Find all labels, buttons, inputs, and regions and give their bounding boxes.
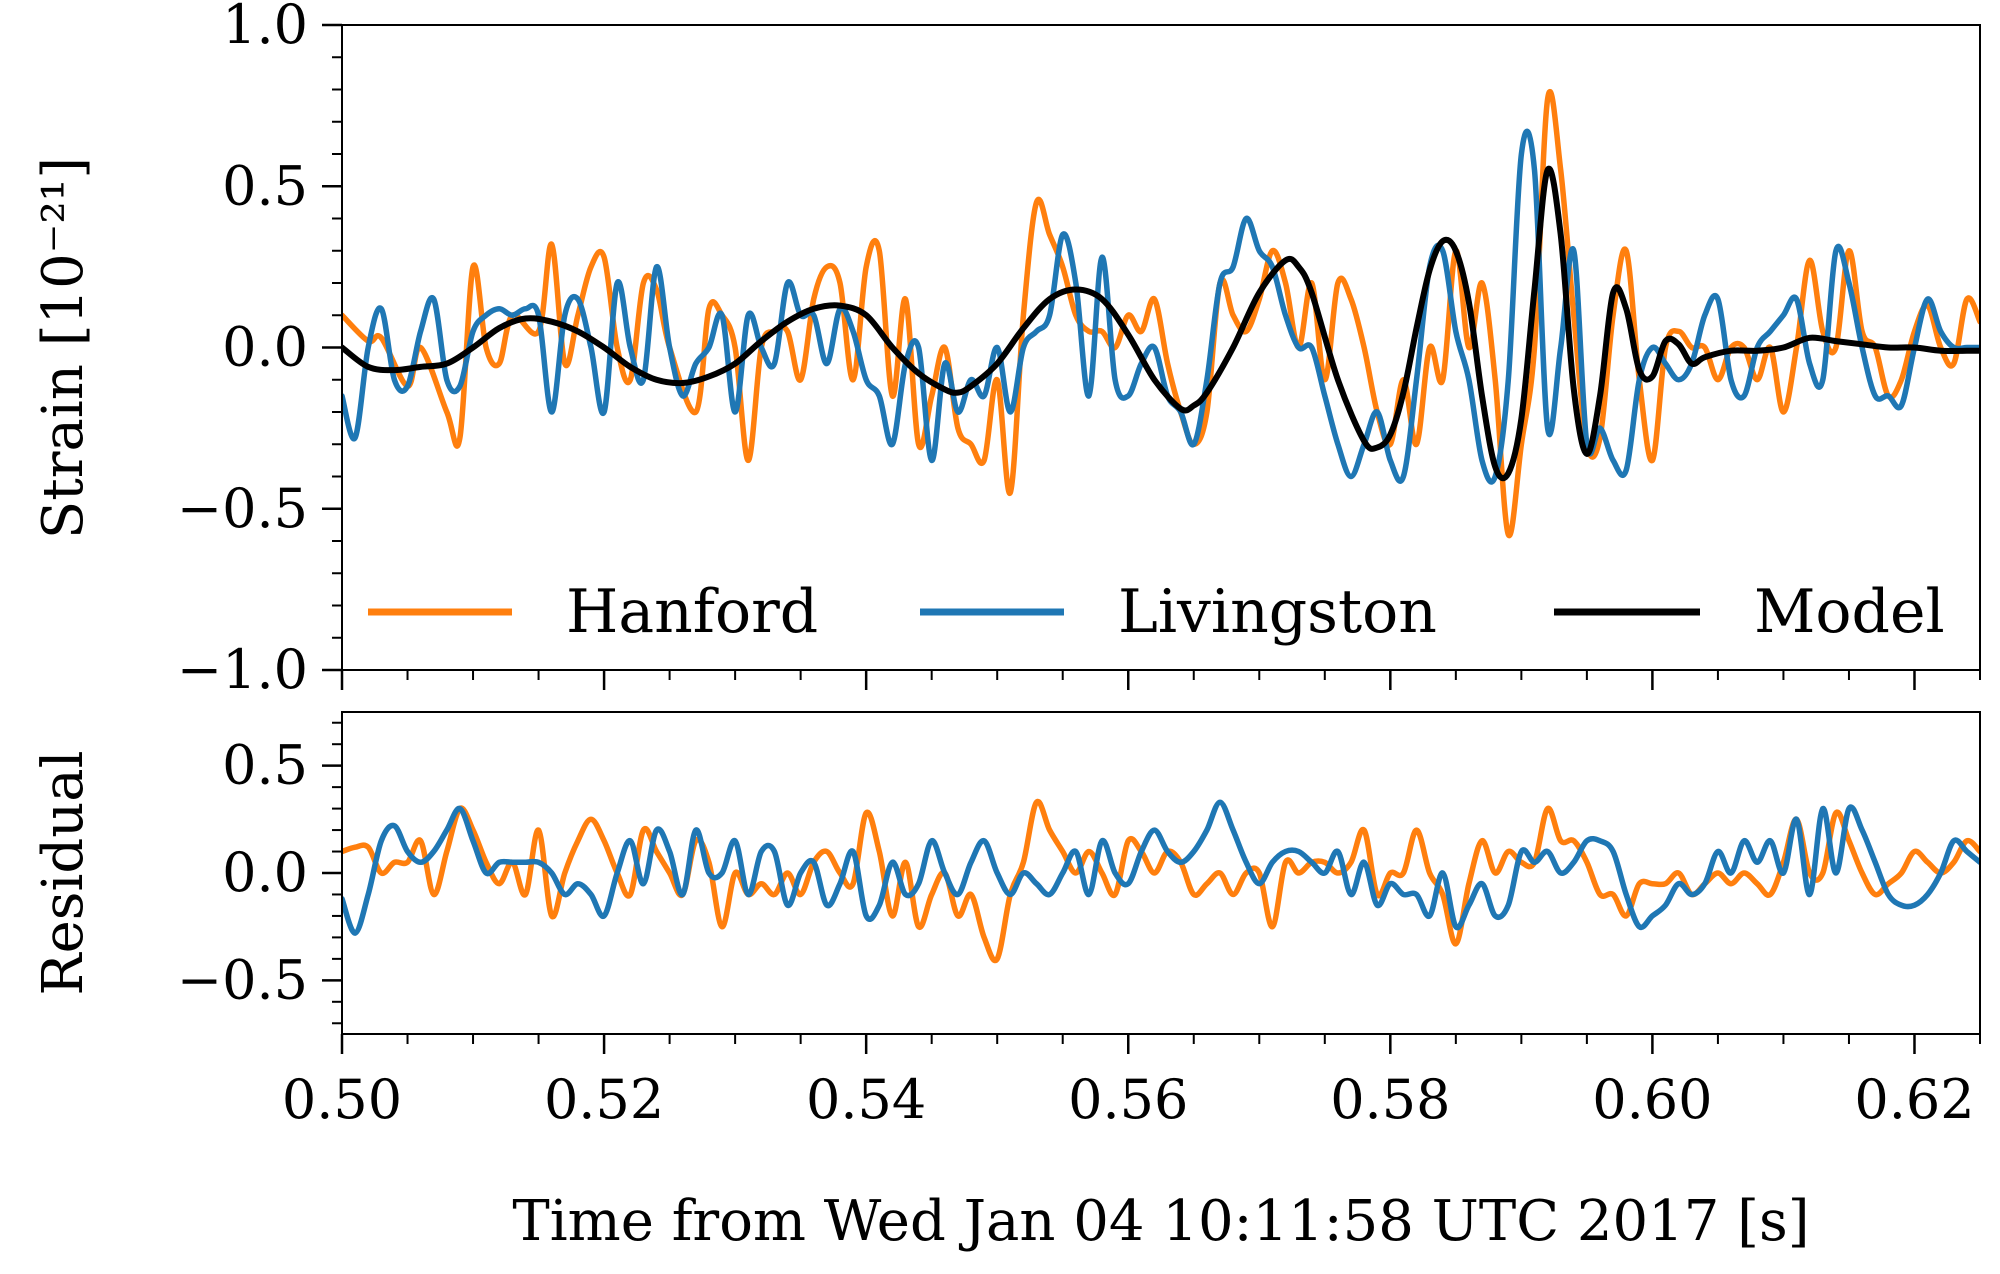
- residual-series-line-livingston: [342, 799, 1980, 936]
- legend-entry-livingston: Livingston: [920, 577, 1437, 647]
- residual-ytick-label: 0.0: [222, 841, 308, 904]
- strain-ytick-label: 0.0: [222, 316, 308, 379]
- xtick-label: 0.56: [1068, 1068, 1188, 1131]
- residual-ytick-label: −0.5: [177, 948, 308, 1011]
- xtick-label: 0.54: [806, 1068, 926, 1131]
- strain-ytick-label: 0.5: [222, 154, 308, 217]
- strain-ytick-label: −1.0: [177, 638, 308, 701]
- residual-ylabel: Residual: [31, 750, 96, 995]
- strain-yticks: 1.0 0.5 0.0 −0.5 −1.0: [177, 0, 342, 701]
- residual-yticks: 0.5 0.0 −0.5: [177, 721, 342, 1025]
- legend: Hanford Livingston Model: [368, 577, 1945, 647]
- strain-ylabel: Strain [10⁻²¹]: [31, 157, 96, 539]
- xtick-label: 0.50: [282, 1068, 402, 1131]
- xtick-label: 0.58: [1330, 1068, 1450, 1131]
- legend-label-hanford: Hanford: [566, 577, 818, 647]
- strain-series-group: [342, 88, 1980, 539]
- strain-series-line-model: [342, 165, 1980, 482]
- legend-entry-hanford: Hanford: [368, 577, 818, 647]
- strain-ytick-label: −0.5: [177, 477, 308, 540]
- strain-ytick-label: 1.0: [222, 0, 308, 56]
- residual-xticks: 0.50 0.52 0.54 0.56 0.58 0.60 0.62: [282, 1034, 1981, 1131]
- xtick-label: 0.52: [544, 1068, 664, 1131]
- x-axis-label: Time from Wed Jan 04 10:11:58 UTC 2017 […: [512, 1189, 1809, 1254]
- strain-xticks: [340, 670, 1981, 690]
- legend-label-model: Model: [1754, 577, 1945, 647]
- xtick-label: 0.60: [1592, 1068, 1712, 1131]
- legend-label-livingston: Livingston: [1118, 577, 1437, 647]
- residual-panel: 0.50.0−0.5 0.50 0.52 0.54 0.56 0.58 0.60 0.62 …: [31, 711, 1981, 1254]
- residual-ytick-label: 0.5: [222, 734, 308, 797]
- xtick-label: 0.62: [1854, 1068, 1974, 1131]
- residual-series-group: [342, 798, 1980, 964]
- strain-panel: 1.0 0.5 0.0 −0.5 −1.0 Strain [10⁻²¹] Hanford…: [31, 0, 1981, 701]
- legend-entry-model: Model: [1554, 577, 1945, 647]
